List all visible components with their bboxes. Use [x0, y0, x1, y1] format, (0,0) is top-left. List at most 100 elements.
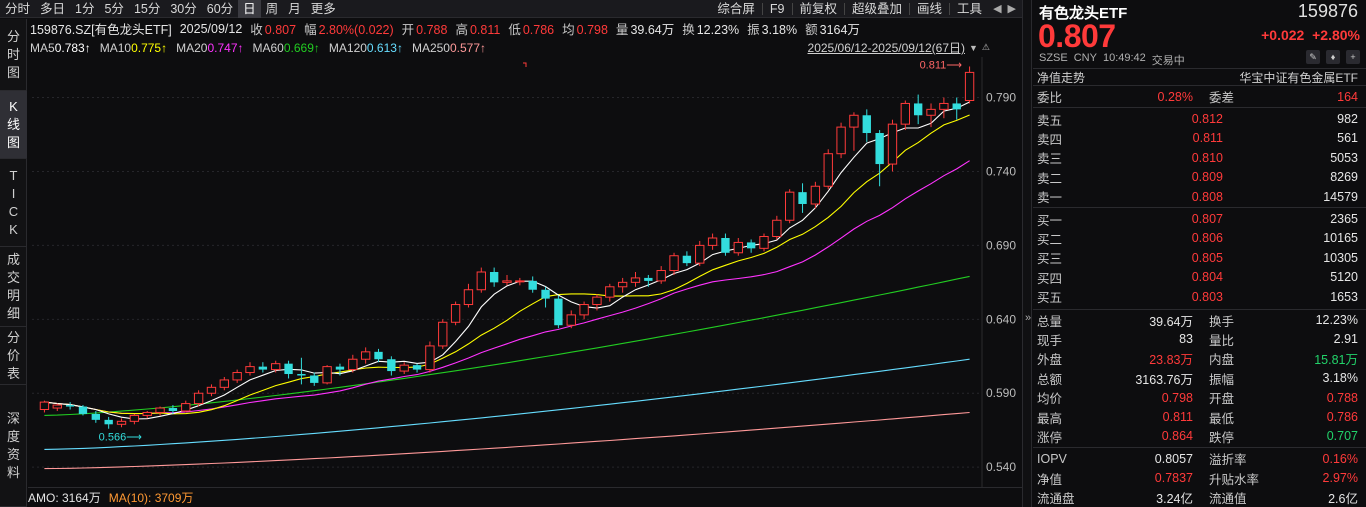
candle-body	[284, 363, 293, 375]
tab-more[interactable]: 更多	[310, 1, 336, 16]
y-tick-label: 0.790	[986, 91, 1016, 105]
kline-svg[interactable]: 0.790 0.740 0.690 0.640 0.590 0.540 0.811⟶ 0.56…	[28, 57, 1022, 487]
composite-screen-button[interactable]: 综合屏	[717, 1, 755, 16]
close-label: 收	[250, 23, 263, 37]
ask-price: 0.811	[1192, 131, 1223, 146]
double-chevron-right-icon[interactable]: »	[1024, 312, 1032, 324]
nav-trend-label[interactable]: 净值走势	[1037, 70, 1086, 85]
tab-15min[interactable]: 15分	[133, 1, 161, 16]
bid-volume: 2365	[1330, 212, 1358, 227]
period-toolbar: 分时 多日 1分 5分 15分 30分 60分 日 周 月 更多 综合屏 F9 …	[0, 0, 1022, 18]
date-range-selector[interactable]: 2025/06/12-2025/09/12(67日) ▼ ⚠	[808, 39, 990, 56]
etf-stat-value: 0.8057	[1154, 451, 1193, 466]
candle-body	[695, 244, 705, 264]
bid-level-label: 买四	[1037, 271, 1063, 286]
bell-icon[interactable]: ♦	[1326, 50, 1340, 64]
vtab-char: 时	[6, 46, 20, 62]
candle-body	[669, 255, 679, 272]
tab-5min[interactable]: 5分	[104, 1, 124, 16]
ask-level-label: 卖四	[1037, 132, 1063, 147]
tab-daily[interactable]: 日	[238, 0, 261, 18]
amplitude-value: 3.18%	[761, 23, 798, 37]
caret-down-icon[interactable]: ▼	[969, 42, 978, 53]
candle-body	[65, 405, 75, 407]
add-icon[interactable]: +	[1346, 50, 1360, 64]
market-label: SZSE	[1039, 52, 1068, 64]
candle-body	[810, 185, 821, 205]
candle-body	[52, 404, 62, 409]
stat-row: 现手 83 量比 2.91	[1033, 330, 1366, 349]
vtab-char: 交	[6, 269, 20, 285]
candle-body	[798, 192, 807, 204]
stat-value: 0.811	[1162, 410, 1193, 425]
candle-body	[91, 413, 100, 420]
candle-body	[219, 379, 229, 388]
turnover-label: 换	[682, 23, 695, 37]
vtab-char: 表	[6, 365, 20, 381]
candle-body	[721, 237, 730, 253]
super-overlay-button[interactable]: 超级叠加	[852, 1, 903, 16]
panel-icons: ✎ ♦ +	[1306, 50, 1360, 64]
bid-level-label: 买五	[1037, 291, 1063, 306]
candle-body	[566, 314, 576, 326]
draw-line-button[interactable]: 画线	[917, 1, 943, 16]
tracked-index-label[interactable]: 华宝中证有色金属ETF	[1239, 70, 1358, 85]
tab-1min[interactable]: 1分	[75, 1, 95, 16]
candle-body	[644, 277, 653, 281]
candle-body	[39, 401, 50, 411]
candle-body	[489, 272, 499, 283]
tab-intraday[interactable]: 分时	[5, 1, 31, 16]
stat-label: 量比	[1209, 333, 1235, 348]
bid-price: 0.804	[1191, 270, 1223, 285]
tab-trades[interactable]: 成交明细	[0, 247, 27, 327]
stat-label: 内盘	[1209, 353, 1235, 368]
tab-price-volume[interactable]: 分价表	[0, 327, 27, 385]
tab-60min[interactable]: 60分	[206, 1, 234, 16]
ratio-value: 0.28%	[1157, 89, 1193, 104]
stat-value: 0.786	[1326, 410, 1358, 425]
stat-row: 均价 0.798 开盘 0.788	[1033, 388, 1366, 407]
ask-volume: 982	[1337, 112, 1358, 127]
panel-collapse-bar[interactable]: »	[1022, 0, 1032, 507]
nav-trend-row[interactable]: 净值走势 华宝中证有色金属ETF	[1033, 68, 1366, 86]
candle-body	[617, 281, 628, 288]
y-tick-label: 0.590	[986, 386, 1016, 400]
tab-weekly[interactable]: 周	[265, 1, 279, 16]
tab-30min[interactable]: 30分	[170, 1, 197, 16]
ask-level-label: 卖二	[1037, 171, 1063, 186]
f9-button[interactable]: F9	[769, 1, 785, 16]
high-value: 0.811	[469, 23, 501, 37]
stat-label: 跌停	[1209, 430, 1235, 445]
vtab-char: 深	[6, 410, 20, 426]
chevron-right-icon[interactable]: ▶	[1007, 3, 1016, 15]
ma120-line	[44, 358, 970, 450]
tab-timeshare[interactable]: 分时图	[0, 19, 27, 91]
change-value: 2.80%(0.022)	[318, 23, 394, 37]
candle-body	[605, 286, 615, 298]
candle-body	[746, 242, 756, 249]
edit-icon[interactable]: ✎	[1306, 50, 1320, 64]
bid-level-label: 买二	[1037, 232, 1063, 247]
forward-adjust-button[interactable]: 前复权	[799, 1, 838, 16]
tab-monthly[interactable]: 月	[288, 1, 301, 16]
chevron-left-icon[interactable]: ◀	[993, 3, 1002, 15]
tools-button[interactable]: 工具	[957, 1, 983, 16]
bid-level-row: 买二 0.806 10165	[1033, 229, 1366, 248]
bid-level-label: 买三	[1037, 252, 1063, 267]
stat-value: 3163.76万	[1135, 372, 1193, 387]
ask-volume: 8269	[1330, 170, 1358, 185]
tab-multiday[interactable]: 多日	[40, 1, 66, 16]
tab-depth[interactable]: 深度资料	[0, 385, 27, 507]
etf-stat-label: 溢折率	[1209, 453, 1247, 468]
candle-body	[116, 420, 127, 425]
kline-chart[interactable]: 0.790 0.740 0.690 0.640 0.590 0.540 0.811⟶ 0.56…	[28, 57, 1022, 487]
candle-body	[374, 351, 383, 360]
candle-body	[862, 115, 871, 134]
bid-price: 0.807	[1191, 212, 1223, 227]
ask-level-row: 卖五 0.812 982	[1033, 109, 1366, 128]
ask-level-label: 卖五	[1037, 113, 1063, 128]
candle-body	[875, 133, 884, 165]
